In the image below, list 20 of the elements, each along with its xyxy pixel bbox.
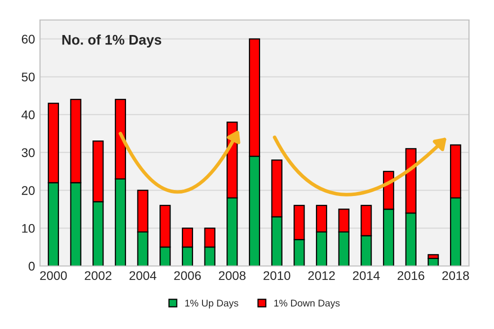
y-tick-label: 60 — [22, 34, 35, 44]
x-tick-label: 2012 — [308, 271, 335, 280]
y-tick-label: 30 — [22, 148, 35, 158]
x-tick-label: 2016 — [398, 271, 424, 280]
y-tick-label: 50 — [22, 72, 35, 82]
x-tick-label: 2004 — [130, 271, 156, 280]
x-tick-label: 2014 — [352, 271, 380, 280]
text: No. of 1% Days — [62, 34, 162, 48]
x-tick-label: 2006 — [174, 271, 201, 280]
y-tick-label: 0 — [28, 262, 35, 271]
x-tick-label: 2002 — [84, 271, 112, 280]
x-tick-label: 2008 — [218, 271, 246, 280]
x-tick-label: 2000 — [40, 271, 67, 280]
y-tick-label: 20 — [22, 186, 35, 195]
x-tick-label: 2018 — [442, 271, 469, 280]
legend-label: 1% Down Days — [274, 300, 340, 308]
y-tick-label: 10 — [22, 224, 35, 233]
y-tick-label: 40 — [22, 110, 35, 120]
x-tick-label: 2010 — [264, 271, 290, 280]
legend-label: 1% Up Days — [185, 300, 238, 308]
